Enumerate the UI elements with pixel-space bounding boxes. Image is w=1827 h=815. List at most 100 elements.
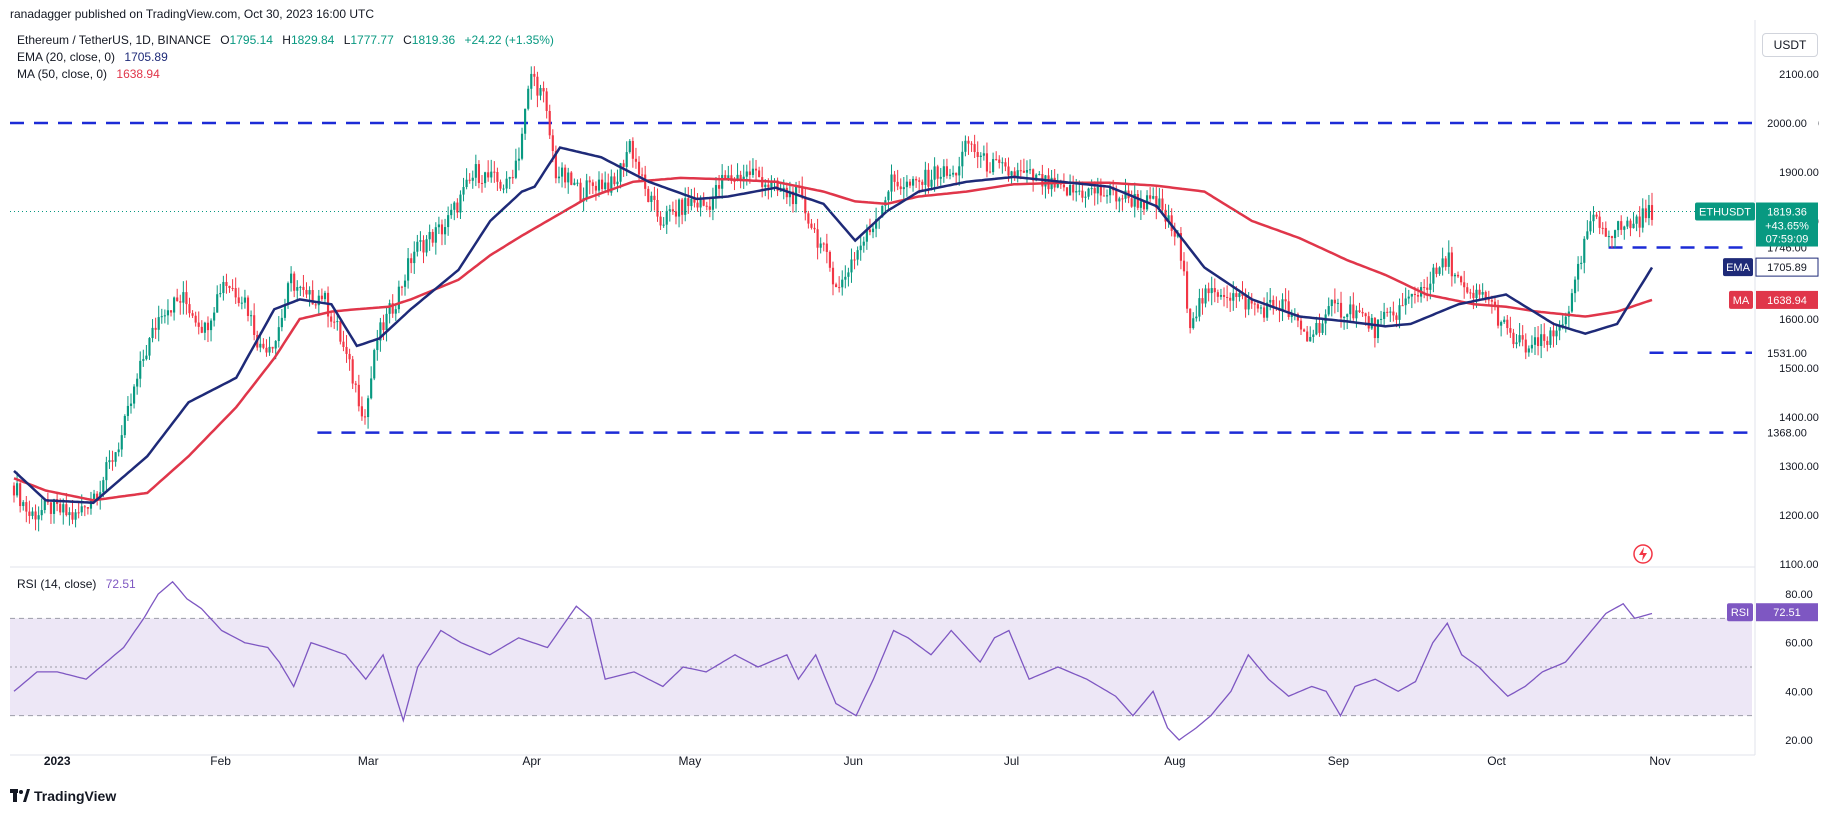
candle-body — [779, 190, 782, 192]
candle-body — [548, 110, 551, 136]
level-label-bg — [1756, 424, 1818, 441]
candle-body — [551, 135, 554, 152]
candle-body — [828, 251, 831, 268]
time-tick-label: Feb — [210, 754, 231, 768]
candle-body — [739, 174, 742, 182]
candle-body — [1515, 342, 1518, 345]
candle-body — [927, 169, 930, 187]
lightning-alert-icon[interactable] — [1632, 543, 1654, 565]
candle-body — [671, 209, 674, 212]
candle-body — [511, 177, 514, 179]
candle-body — [564, 167, 567, 183]
candle-body — [1450, 252, 1453, 277]
candle-body — [80, 506, 83, 513]
candle-body — [1269, 299, 1272, 303]
candle-body — [333, 321, 336, 323]
symbol-title[interactable]: Ethereum / TetherUS, 1D, BINANCE — [17, 33, 211, 47]
candle-body — [354, 383, 357, 385]
candle-body — [517, 158, 521, 161]
candle-body — [514, 160, 517, 178]
candle-body — [206, 322, 210, 331]
candle-body — [351, 359, 354, 384]
currency-selector[interactable]: USDT — [1762, 33, 1818, 57]
candle-body — [1219, 294, 1223, 297]
candle-body — [1604, 227, 1607, 237]
candle-body — [708, 206, 711, 210]
candle-body — [967, 140, 970, 144]
candle-body — [662, 224, 665, 226]
candle-body — [702, 199, 705, 206]
ma-legend-label: MA (50, close, 0) — [17, 67, 108, 81]
candle-body — [1463, 282, 1466, 288]
ma-legend[interactable]: MA (50, close, 0) 1638.94 — [17, 67, 166, 81]
candle-body — [736, 174, 739, 181]
candle-body — [865, 229, 868, 242]
candle-body — [1266, 302, 1269, 318]
candle-body — [1038, 174, 1041, 176]
candle-body — [668, 209, 671, 211]
rsi-tick-label: 40.00 — [1785, 686, 1813, 698]
candle-body — [117, 449, 120, 453]
candle-body — [1589, 221, 1592, 232]
candle-body — [1241, 293, 1244, 296]
candle-body — [191, 313, 194, 316]
candle-body — [902, 187, 905, 190]
candle-body — [1503, 319, 1506, 323]
candle-body — [838, 287, 841, 289]
rsi-band — [10, 617, 1752, 717]
candle-body — [641, 174, 644, 176]
candle-body — [831, 267, 835, 285]
candle-body — [1312, 334, 1315, 337]
candle-body — [560, 167, 564, 177]
candle-body — [1309, 336, 1312, 342]
candle-body — [1201, 298, 1204, 304]
last-price-box — [1756, 202, 1818, 247]
ema-axis-tag-bg — [1723, 258, 1753, 277]
candle-body — [674, 211, 678, 217]
time-tick-label: Jun — [844, 754, 863, 768]
tradingview-logo-text[interactable]: TradingView — [34, 788, 117, 804]
candle-body — [1355, 310, 1358, 319]
candle-body — [1016, 170, 1019, 178]
candle-body — [185, 292, 188, 305]
candle-body — [437, 224, 440, 228]
candle-body — [148, 338, 151, 356]
ema-legend[interactable]: EMA (20, close, 0) 1705.89 — [17, 50, 174, 64]
candle-body — [607, 182, 610, 193]
candle-body — [219, 293, 222, 295]
candle-body — [1530, 344, 1533, 349]
candle-body — [1527, 348, 1530, 353]
candle-body — [1333, 299, 1336, 304]
candle-body — [397, 286, 400, 310]
candle-body — [360, 406, 363, 417]
level-label: 1531.00 — [1767, 348, 1807, 360]
candle-body — [1352, 304, 1355, 319]
tradingview-logo-icon[interactable] — [10, 789, 30, 803]
candle-body — [1444, 258, 1447, 267]
candle-body — [237, 297, 240, 304]
candle-body — [742, 176, 745, 182]
candle-body — [1540, 334, 1543, 347]
candle-body — [293, 273, 296, 291]
candle-body — [450, 209, 453, 216]
candle-body — [1250, 299, 1253, 304]
price-tick-label: 1500.00 — [1779, 363, 1819, 375]
candle-body — [530, 73, 533, 89]
candle-body — [1299, 320, 1303, 330]
rsi-line — [13, 580, 1653, 741]
rsi-legend[interactable]: RSI (14, close) 72.51 — [17, 577, 142, 591]
candle-body — [899, 186, 902, 190]
candle-body — [209, 320, 213, 331]
candle-body — [554, 151, 557, 179]
candle-body — [413, 251, 416, 264]
candle-body — [616, 181, 619, 185]
candle-body — [992, 159, 995, 173]
candle-body — [65, 504, 68, 516]
candle-body — [601, 179, 604, 190]
candle-body — [862, 241, 865, 246]
candle-body — [1407, 296, 1410, 299]
candle-body — [286, 283, 290, 305]
candle-body — [1383, 311, 1386, 319]
candle-body — [234, 288, 237, 298]
